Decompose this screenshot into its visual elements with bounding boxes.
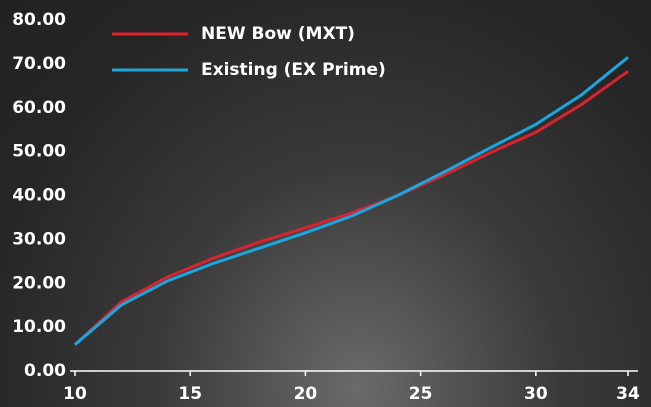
- y-tick-label: 60.00: [12, 98, 66, 118]
- y-tick-label: 30.00: [12, 229, 66, 249]
- x-tick-label: 20: [294, 384, 318, 404]
- series-line: [74, 56, 629, 346]
- legend-label: NEW Bow (MXT): [201, 24, 355, 44]
- y-tick-label: 10.00: [12, 317, 66, 337]
- x-tick-label: 15: [178, 384, 202, 404]
- y-tick-label: 80.00: [12, 10, 66, 30]
- series-line: [73, 70, 629, 346]
- x-tick-label: 10: [63, 384, 87, 404]
- y-tick-label: 70.00: [12, 54, 66, 74]
- y-tick-label: 20.00: [12, 273, 66, 293]
- y-tick-label: 40.00: [12, 186, 66, 206]
- x-tick-label: 25: [409, 384, 433, 404]
- x-tick-label: 34: [616, 384, 640, 404]
- y-tick-label: 50.00: [12, 142, 66, 162]
- y-tick-label: 0.00: [24, 361, 66, 381]
- legend-label: Existing (EX Prime): [201, 60, 386, 80]
- x-tick-label: 30: [524, 384, 548, 404]
